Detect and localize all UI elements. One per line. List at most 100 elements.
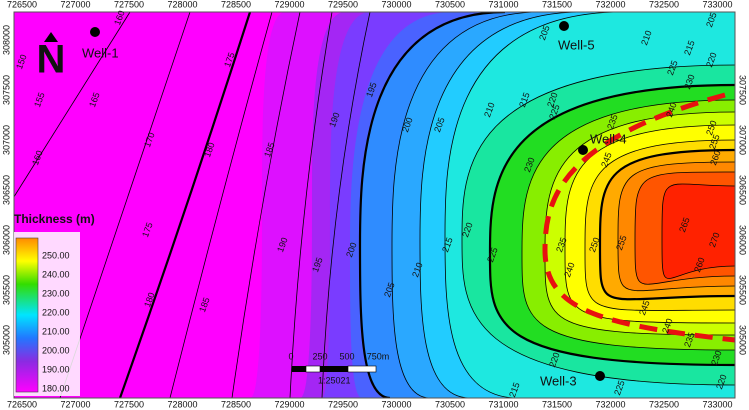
contour-label: 220 bbox=[545, 91, 560, 109]
contour bbox=[444, 12, 623, 398]
contour bbox=[59, 12, 191, 398]
contour-label: 195 bbox=[364, 81, 379, 99]
x-tick-label: 729000 bbox=[274, 0, 304, 9]
x-tick-label: 731000 bbox=[488, 399, 518, 409]
scale-bar: 1:25021 0 250 500 750m bbox=[288, 351, 389, 385]
contour-label: 205 bbox=[382, 281, 397, 299]
contour bbox=[169, 12, 273, 398]
contour-label: 170 bbox=[142, 131, 157, 149]
contour-label: 180 bbox=[202, 141, 217, 159]
legend-label: 200.00 bbox=[42, 345, 70, 355]
color-bar bbox=[15, 237, 39, 393]
well bbox=[578, 145, 588, 155]
contour-label: 185 bbox=[262, 141, 277, 159]
legend: Thickness (m) 250.00 240.00 230.00 220.00 21… bbox=[14, 212, 95, 396]
contour-label: 235 bbox=[682, 331, 697, 349]
y-tick-label: 305500 bbox=[738, 275, 748, 305]
scale-label: 250 bbox=[312, 351, 327, 361]
contour-label: 235 bbox=[554, 236, 569, 254]
contour bbox=[289, 12, 333, 398]
x-tick-label: 727500 bbox=[114, 0, 144, 9]
contour-label: 240 bbox=[664, 101, 679, 119]
contour-label: 200 bbox=[400, 116, 415, 134]
contour-label: 215 bbox=[682, 39, 697, 57]
x-tick-label: 728000 bbox=[167, 399, 197, 409]
contour-label: 250 bbox=[704, 119, 719, 137]
contour-label: 220 bbox=[460, 221, 475, 239]
contour bbox=[617, 161, 735, 292]
x-tick-label: 731500 bbox=[542, 399, 572, 409]
contour-label: 190 bbox=[327, 111, 342, 129]
x-tick-label: 728500 bbox=[221, 0, 251, 9]
y-tick-label: 308000 bbox=[1, 25, 11, 55]
contour-label: 205 bbox=[704, 11, 719, 29]
legend-label: 230.00 bbox=[42, 288, 70, 298]
scale-label: 0 bbox=[288, 351, 293, 361]
contour bbox=[598, 148, 735, 301]
x-tick-label: 731500 bbox=[542, 0, 572, 9]
x-tick-label: 730000 bbox=[381, 0, 411, 9]
x-tick-label: 732500 bbox=[649, 399, 679, 409]
x-tick-label: 728500 bbox=[221, 399, 251, 409]
well bbox=[595, 371, 605, 381]
scale-seg bbox=[292, 366, 306, 372]
legend-label: 210.00 bbox=[42, 326, 70, 336]
scale-ratio: 1:25021 bbox=[318, 375, 351, 385]
y-tick-label: 306500 bbox=[738, 175, 748, 205]
contour-label: 255 bbox=[707, 133, 722, 151]
contour-label: 175 bbox=[222, 51, 237, 69]
contour bbox=[14, 12, 131, 198]
contour-label: 270 bbox=[707, 231, 722, 249]
contour bbox=[391, 12, 541, 398]
contour-label: 260 bbox=[708, 149, 723, 167]
contour-label: 225 bbox=[547, 103, 562, 121]
thickness-bands bbox=[14, 12, 735, 398]
x-tick-label: 732500 bbox=[649, 0, 679, 9]
contour-label: 210 bbox=[410, 261, 425, 279]
contour-label: 220 bbox=[704, 51, 719, 69]
x-tick-label: 727500 bbox=[114, 399, 144, 409]
contour-label: 215 bbox=[507, 381, 522, 399]
contour-label: 220 bbox=[714, 373, 729, 391]
x-tick-label: 729500 bbox=[328, 399, 358, 409]
x-tick-label: 732000 bbox=[595, 399, 625, 409]
x-tick-label: 730500 bbox=[435, 0, 465, 9]
well-label: Well-3 bbox=[540, 373, 577, 388]
x-tick-label: 727000 bbox=[60, 0, 90, 9]
contour-label: 265 bbox=[677, 216, 692, 234]
well bbox=[90, 27, 100, 37]
scale-label: 750m bbox=[367, 351, 390, 361]
contour-label: 200 bbox=[344, 241, 359, 259]
well-label: Well-4 bbox=[590, 131, 627, 146]
legend-title: Thickness (m) bbox=[14, 212, 95, 226]
contour-label: 230 bbox=[522, 156, 537, 174]
north-arrow: N bbox=[37, 32, 65, 82]
frame bbox=[13, 11, 736, 399]
contour-label: 225 bbox=[665, 59, 680, 77]
contour bbox=[661, 183, 735, 279]
contour-label: 260 bbox=[692, 256, 707, 274]
x-tick-label: 726500 bbox=[7, 399, 37, 409]
legend-label: 190.00 bbox=[42, 364, 70, 374]
contour-label: 210 bbox=[482, 101, 497, 119]
well-label: Well-1 bbox=[82, 45, 119, 60]
y-tick-label: 307000 bbox=[1, 125, 11, 155]
contour bbox=[521, 99, 735, 351]
scale-label: 500 bbox=[339, 351, 354, 361]
y-tick-label: 305000 bbox=[1, 325, 11, 355]
contour-label: 160 bbox=[30, 149, 45, 167]
contour-label: 235 bbox=[605, 113, 620, 131]
contour-label: 205 bbox=[432, 116, 447, 134]
contour bbox=[634, 171, 735, 285]
x-tick-label: 732000 bbox=[595, 0, 625, 9]
y-tick-label: 305500 bbox=[1, 275, 11, 305]
contour-label: 250 bbox=[587, 236, 602, 254]
contour-label: 205 bbox=[537, 24, 552, 42]
north-triangle bbox=[44, 32, 58, 42]
contour-label: 180 bbox=[142, 291, 157, 309]
x-tick-label: 730500 bbox=[435, 399, 465, 409]
x-tick-label: 733000 bbox=[702, 0, 732, 9]
legend-label: 180.00 bbox=[42, 383, 70, 393]
legend-label: 240.00 bbox=[42, 269, 70, 279]
x-tick-label: 728000 bbox=[167, 0, 197, 9]
